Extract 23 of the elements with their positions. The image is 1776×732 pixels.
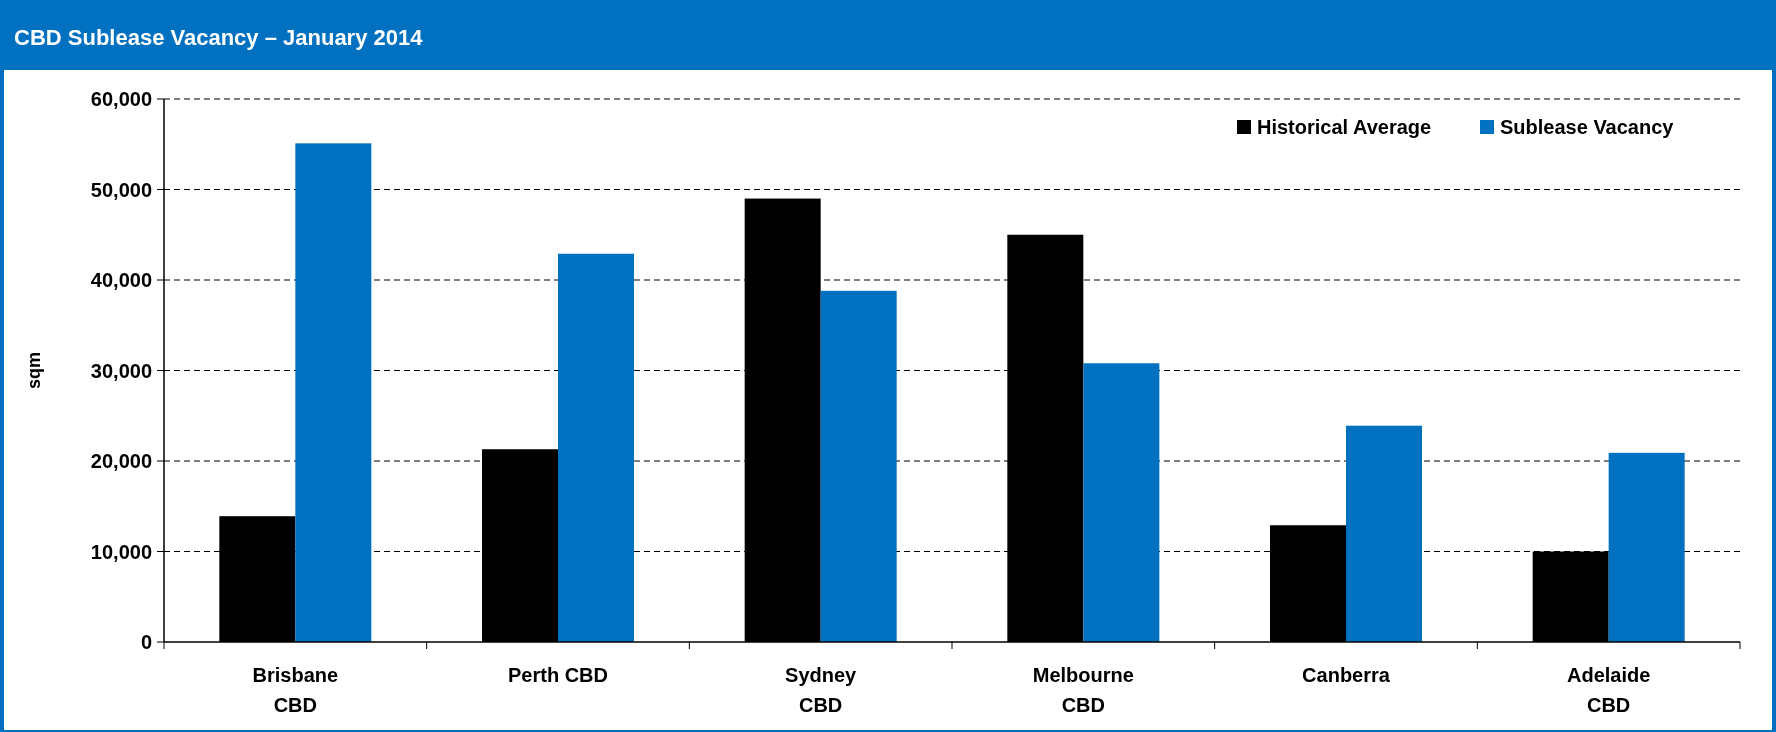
chart-title: CBD Sublease Vacancy – January 2014 xyxy=(14,25,424,50)
x-tick-label: Melbourne CBD xyxy=(1032,664,1134,716)
y-tick-label: 0 xyxy=(140,631,152,653)
bar xyxy=(1083,363,1160,642)
y-tick-label: 60,000 xyxy=(90,88,152,110)
y-axis-title: sqm xyxy=(24,351,44,390)
y-tick-label: 40,000 xyxy=(90,269,152,291)
x-tick-label: Perth CBD xyxy=(507,664,609,686)
bar xyxy=(1346,425,1422,642)
bar xyxy=(820,290,897,642)
x-tick-label: Canberra xyxy=(1302,664,1391,686)
bar xyxy=(1608,452,1685,642)
y-tick-label: 10,000 xyxy=(90,540,152,563)
x-tick-label: Sydney CBD xyxy=(785,664,858,716)
x-tick-label: Brisbane CBD xyxy=(252,664,339,716)
y-tick-label: 20,000 xyxy=(90,450,152,472)
y-tick-label: 30,000 xyxy=(90,359,152,382)
bar xyxy=(295,143,372,642)
legend-label: Sublease Vacancy xyxy=(1500,116,1675,138)
bar xyxy=(558,253,634,642)
legend-label: Historical Average xyxy=(1257,116,1432,138)
y-tick-label: 50,000 xyxy=(90,178,152,201)
x-tick-label: Adelaide CBD xyxy=(1566,664,1651,716)
